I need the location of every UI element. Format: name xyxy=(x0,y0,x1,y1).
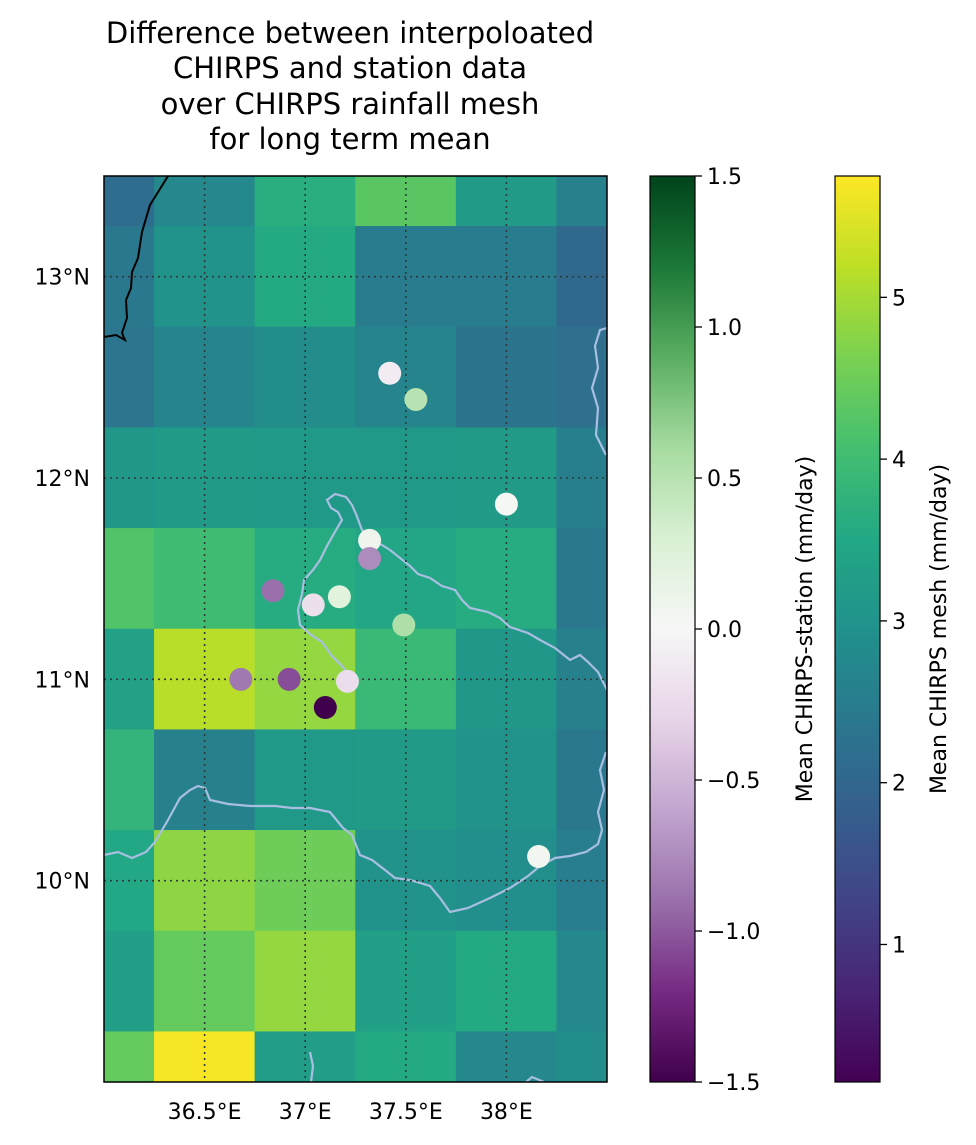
mesh-cell xyxy=(355,1031,457,1082)
mesh-cell xyxy=(556,729,607,832)
mesh-cell xyxy=(455,1031,558,1082)
colorbar-tick-label: −1.5 xyxy=(707,1071,760,1096)
mesh-cell xyxy=(154,1031,256,1082)
chart-title: Difference between interpoloated CHIRPS … xyxy=(40,16,660,158)
gridlines xyxy=(104,176,607,1082)
title-line: over CHIRPS rainfall mesh xyxy=(160,86,540,121)
mesh-cell xyxy=(556,628,607,731)
mesh-cell xyxy=(104,176,156,228)
station-point xyxy=(313,696,337,720)
mesh-cell xyxy=(556,176,607,228)
station-point xyxy=(327,585,351,609)
mesh-cell xyxy=(254,1031,357,1082)
mesh-cell xyxy=(556,326,607,429)
station-colorbar-label: Mean CHIRPS-station (mm/day) xyxy=(793,456,818,802)
mesh-colorbar-ticks: 1 2 3 4 5 xyxy=(880,286,906,958)
y-tick-label: 10°N xyxy=(35,870,90,895)
colorbar-tick-label: −0.5 xyxy=(707,769,760,794)
y-tick-label: 13°N xyxy=(35,266,90,291)
colorbar-tick-label: −1.0 xyxy=(707,920,760,945)
station-point xyxy=(527,845,551,869)
mesh-cell xyxy=(104,528,156,630)
mesh-cell xyxy=(254,830,357,932)
title-line: Difference between interpoloated xyxy=(105,16,595,50)
mesh-colorbar-label: Mean CHIRPS mesh (mm/day) xyxy=(927,464,952,794)
colorbar-tick-label: 3 xyxy=(892,610,906,635)
mesh-cell xyxy=(355,326,457,429)
title-line: for long term mean xyxy=(209,122,491,157)
colorbar-tick-label: 0.0 xyxy=(707,618,742,643)
river-line xyxy=(308,1051,315,1082)
mesh-cell xyxy=(104,729,156,832)
mesh-cell xyxy=(254,226,357,328)
mesh-cell xyxy=(556,226,607,328)
mesh-colorbar xyxy=(834,175,881,1083)
colorbar-tick-label: 1.5 xyxy=(707,165,742,190)
station-point xyxy=(261,579,285,603)
mesh-cell xyxy=(355,729,457,832)
x-tick-label: 37°E xyxy=(279,1100,332,1125)
station-point xyxy=(358,547,382,571)
mesh-cell xyxy=(556,1031,607,1082)
mesh-cell xyxy=(154,326,256,429)
mesh-cell xyxy=(455,729,558,832)
station-colorbar xyxy=(649,175,696,1083)
station-point xyxy=(229,667,253,691)
station-point xyxy=(392,613,416,637)
mesh-cell xyxy=(556,528,607,630)
map-axis-ticks: 36.5°E 37°E 37.5°E 38°E 10°N 11°N 12°N 13°N xyxy=(35,266,533,1125)
station-points xyxy=(229,361,551,869)
mesh-cell xyxy=(254,729,357,832)
river-line xyxy=(590,326,607,456)
mesh-cell xyxy=(104,1031,156,1082)
x-tick-label: 37.5°E xyxy=(369,1100,443,1125)
mesh-cell xyxy=(556,427,607,530)
mesh-layer xyxy=(104,176,607,1082)
title-line: CHIRPS and station data xyxy=(173,51,527,86)
station-colorbar-ticks: −1.5 −1.0 −0.5 0.0 0.5 1.0 1.5 xyxy=(695,165,760,1096)
mesh-cell xyxy=(154,226,256,328)
station-point xyxy=(335,669,359,693)
mesh-cell xyxy=(455,326,558,429)
colorbar-tick-label: 1 xyxy=(892,933,906,958)
station-point xyxy=(494,492,518,516)
mesh-cell xyxy=(154,830,256,932)
boundary-layer xyxy=(104,176,607,1082)
y-tick-label: 12°N xyxy=(35,467,90,492)
station-point xyxy=(404,387,428,411)
x-tick-label: 36.5°E xyxy=(168,1100,242,1125)
colorbar-tick-label: 4 xyxy=(892,448,906,473)
mesh-cell xyxy=(556,830,607,932)
colorbar-tick-label: 0.5 xyxy=(707,467,742,492)
mesh-cell xyxy=(104,930,156,1033)
colorbar-tick-label: 5 xyxy=(892,286,906,311)
river-line xyxy=(525,1075,545,1082)
colorbar-tick-label: 2 xyxy=(892,772,906,797)
mesh-cell xyxy=(556,930,607,1033)
map-frame xyxy=(103,175,608,1083)
station-point xyxy=(378,361,402,385)
station-point xyxy=(301,593,325,617)
station-point xyxy=(358,528,382,552)
colorbar-tick-label: 1.0 xyxy=(707,316,742,341)
mesh-cell xyxy=(254,326,357,429)
country-border-line xyxy=(104,176,169,343)
station-point xyxy=(277,667,301,691)
mesh-cell xyxy=(104,326,156,429)
x-tick-label: 38°E xyxy=(480,1100,533,1125)
river-line xyxy=(104,751,607,914)
y-tick-label: 11°N xyxy=(35,668,90,693)
